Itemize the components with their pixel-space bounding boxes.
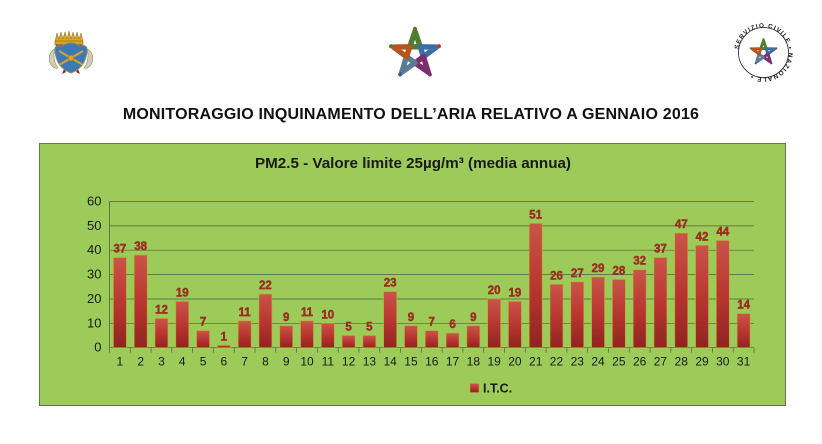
svg-text:40: 40 bbox=[87, 242, 101, 257]
svg-text:14: 14 bbox=[737, 300, 750, 312]
svg-text:28: 28 bbox=[612, 265, 625, 277]
svg-text:27: 27 bbox=[654, 355, 668, 369]
svg-text:19: 19 bbox=[176, 287, 189, 299]
svg-text:60: 60 bbox=[87, 194, 101, 209]
svg-text:24: 24 bbox=[591, 355, 605, 369]
svg-text:30: 30 bbox=[87, 267, 101, 282]
svg-text:20: 20 bbox=[508, 355, 522, 369]
svg-text:0: 0 bbox=[94, 340, 101, 355]
svg-text:14: 14 bbox=[383, 355, 397, 369]
svg-text:19: 19 bbox=[487, 355, 501, 369]
svg-text:6: 6 bbox=[449, 319, 455, 331]
svg-text:22: 22 bbox=[550, 355, 564, 369]
svg-text:7: 7 bbox=[429, 317, 435, 329]
svg-text:2: 2 bbox=[137, 355, 144, 369]
svg-text:12: 12 bbox=[155, 304, 168, 316]
svg-text:11: 11 bbox=[322, 355, 335, 369]
svg-text:32: 32 bbox=[633, 256, 646, 268]
svg-text:38: 38 bbox=[134, 241, 147, 253]
svg-text:44: 44 bbox=[716, 226, 729, 238]
svg-text:I.T.C.: I.T.C. bbox=[483, 382, 512, 396]
svg-text:30: 30 bbox=[716, 355, 730, 369]
svg-text:26: 26 bbox=[633, 355, 647, 369]
svg-text:10: 10 bbox=[300, 355, 314, 369]
svg-text:3: 3 bbox=[158, 355, 165, 369]
svg-text:1: 1 bbox=[117, 355, 124, 369]
svg-text:1: 1 bbox=[221, 331, 228, 343]
svg-text:51: 51 bbox=[529, 209, 542, 221]
svg-text:19: 19 bbox=[509, 287, 522, 299]
svg-text:7: 7 bbox=[200, 317, 206, 329]
svg-text:22: 22 bbox=[259, 280, 272, 292]
svg-text:31: 31 bbox=[737, 355, 751, 369]
svg-text:PM2.5 - Valore limite 25µg/m³: PM2.5 - Valore limite 25µg/m³ (media ann… bbox=[255, 155, 571, 172]
svg-text:11: 11 bbox=[239, 307, 252, 319]
svg-text:23: 23 bbox=[384, 278, 397, 290]
svg-text:23: 23 bbox=[571, 355, 585, 369]
svg-text:37: 37 bbox=[114, 244, 127, 256]
svg-text:29: 29 bbox=[592, 263, 605, 275]
svg-text:15: 15 bbox=[404, 355, 418, 369]
svg-text:28: 28 bbox=[675, 355, 689, 369]
svg-text:16: 16 bbox=[425, 355, 439, 369]
svg-text:5: 5 bbox=[345, 322, 352, 334]
svg-text:20: 20 bbox=[87, 291, 101, 306]
svg-text:9: 9 bbox=[283, 312, 289, 324]
svg-text:26: 26 bbox=[550, 270, 563, 282]
svg-text:50: 50 bbox=[87, 218, 101, 233]
svg-text:9: 9 bbox=[408, 312, 414, 324]
svg-text:4: 4 bbox=[179, 355, 186, 369]
svg-text:20: 20 bbox=[488, 285, 501, 297]
svg-text:7: 7 bbox=[241, 355, 248, 369]
svg-text:SERVIZIO CIVILE • NAZIONALE •: SERVIZIO CIVILE • NAZIONALE • bbox=[734, 22, 794, 82]
svg-text:25: 25 bbox=[612, 355, 626, 369]
svg-text:21: 21 bbox=[529, 355, 543, 369]
svg-text:42: 42 bbox=[696, 231, 709, 243]
svg-text:47: 47 bbox=[675, 219, 688, 231]
svg-text:29: 29 bbox=[695, 355, 709, 369]
svg-text:18: 18 bbox=[467, 355, 481, 369]
svg-text:5: 5 bbox=[366, 322, 373, 334]
svg-text:37: 37 bbox=[654, 244, 667, 256]
svg-text:27: 27 bbox=[571, 268, 584, 280]
svg-text:8: 8 bbox=[262, 355, 269, 369]
svg-text:10: 10 bbox=[87, 315, 101, 330]
svg-text:13: 13 bbox=[363, 355, 377, 369]
svg-text:10: 10 bbox=[321, 309, 334, 321]
svg-text:12: 12 bbox=[342, 355, 356, 369]
svg-text:9: 9 bbox=[470, 312, 476, 324]
svg-text:11: 11 bbox=[301, 307, 314, 319]
svg-text:9: 9 bbox=[283, 355, 290, 369]
svg-text:6: 6 bbox=[221, 355, 228, 369]
svg-text:17: 17 bbox=[446, 355, 460, 369]
svg-text:5: 5 bbox=[200, 355, 207, 369]
